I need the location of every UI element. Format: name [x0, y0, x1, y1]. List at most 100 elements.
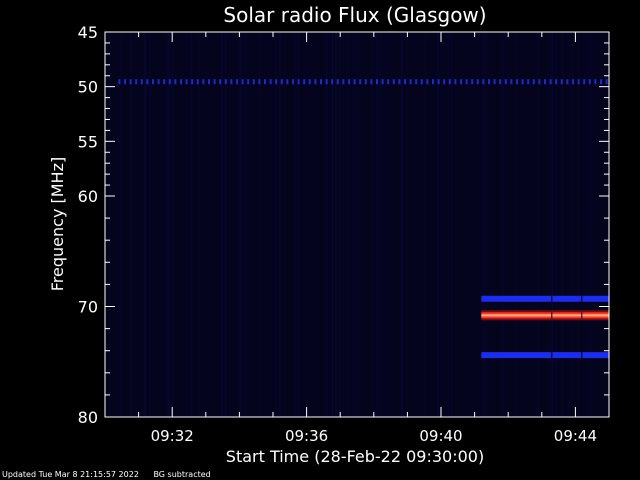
band-gap: [581, 352, 583, 359]
noise-streak: [135, 32, 137, 417]
noise-streak: [437, 32, 439, 417]
noise-streak: [433, 32, 435, 417]
noise-streak: [225, 32, 227, 417]
dotted-line-dot: [504, 79, 507, 85]
noise-streak: [556, 32, 558, 417]
noise-streak: [332, 32, 334, 417]
noise-streak: [448, 32, 450, 417]
noise-streak: [509, 32, 511, 417]
noise-streak: [437, 32, 439, 417]
noise-streak: [332, 32, 333, 417]
noise-streak: [263, 32, 265, 417]
dotted-line-dot: [583, 79, 586, 85]
noise-streak: [400, 32, 402, 417]
x-axis: 09:32 09:36 09:40 09:44: [138, 32, 597, 445]
noise-streak: [150, 32, 152, 417]
noise-streak: [523, 32, 525, 417]
noise-streak: [533, 32, 535, 417]
noise-streak: [515, 32, 517, 417]
noise-streak: [227, 32, 229, 417]
dotted-line-dot: [398, 79, 401, 85]
noise-streak: [301, 32, 303, 417]
noise-streak: [387, 32, 389, 417]
dotted-line-dot: [600, 79, 602, 85]
dotted-line-dot: [460, 79, 462, 85]
noise-streak: [530, 32, 531, 417]
dotted-line-dot: [359, 79, 362, 85]
noise-streak: [377, 32, 379, 417]
noise-streak: [244, 32, 246, 417]
noise-streak: [230, 32, 231, 417]
y-tick-label: 50: [78, 78, 98, 97]
noise-streak: [572, 32, 574, 417]
dotted-line-dot: [476, 79, 479, 85]
dotted-line-dot: [381, 79, 384, 85]
noise-streak: [248, 32, 250, 417]
dotted-line-dot: [516, 79, 518, 85]
y-axis-label: Frequency [MHz]: [48, 157, 67, 291]
noise-streak: [190, 32, 191, 417]
noise-streak: [239, 32, 241, 417]
emission-band: [481, 295, 609, 302]
noise-streak: [380, 32, 382, 417]
x-axis-label: Start Time (28-Feb-22 09:30:00): [226, 447, 484, 466]
dotted-line-dot: [577, 79, 580, 85]
dotted-line-dot: [376, 79, 378, 85]
noise-streak: [487, 32, 489, 417]
dotted-line-dot: [241, 79, 244, 85]
dotted-line-dot: [146, 79, 149, 85]
noise-streak: [278, 32, 280, 417]
noise-streak: [443, 32, 445, 417]
noise-streak: [148, 32, 150, 417]
noise-streak: [484, 32, 486, 417]
x-tick-label: 09:40: [419, 427, 462, 445]
noise-streak: [220, 32, 222, 417]
dotted-line-dot: [331, 79, 334, 85]
dotted-line-dot: [443, 79, 446, 85]
x-tick-label: 09:32: [151, 427, 194, 445]
noise-streak: [240, 32, 241, 417]
dotted-line-dot: [370, 79, 373, 85]
noise-texture: [108, 32, 597, 417]
dotted-line-dot: [303, 79, 306, 85]
dotted-line-dot: [163, 79, 166, 85]
dotted-line-dot: [426, 79, 429, 85]
noise-streak: [117, 32, 119, 417]
noise-streak: [131, 32, 133, 417]
noise-streak: [137, 32, 139, 417]
noise-streak: [340, 32, 342, 417]
noise-streak: [356, 32, 358, 417]
noise-streak: [342, 32, 344, 417]
dotted-line-dot: [297, 79, 300, 85]
dotted-line-dot: [549, 79, 552, 85]
dotted-line-dot: [129, 79, 132, 85]
noise-streak: [332, 32, 334, 417]
noise-streak: [325, 32, 327, 417]
dotted-line-dot: [202, 79, 205, 85]
dotted-line-dot: [140, 79, 143, 85]
dotted-line-dot: [191, 79, 194, 85]
dotted-line-dot: [415, 79, 418, 85]
noise-streak: [193, 32, 195, 417]
noise-streak: [379, 32, 381, 417]
dotted-line-dot: [236, 79, 238, 85]
dotted-line-dot: [387, 79, 390, 85]
noise-streak: [167, 32, 169, 417]
noise-streak: [143, 32, 145, 417]
dotted-line-dot: [527, 79, 530, 85]
noise-streak: [222, 32, 224, 417]
noise-streak: [408, 32, 410, 417]
noise-streak: [345, 32, 347, 417]
noise-streak: [205, 32, 207, 417]
noise-streak: [129, 32, 130, 417]
noise-streak: [401, 32, 403, 417]
dotted-line-dot: [124, 79, 126, 85]
dotted-line-dot: [336, 79, 339, 85]
dotted-line-dot: [264, 79, 266, 85]
noise-streak: [578, 32, 580, 417]
noise-streak: [355, 32, 357, 417]
dotted-line-dot: [538, 79, 541, 85]
dotted-line-dot: [308, 79, 311, 85]
noise-streak: [552, 32, 553, 417]
